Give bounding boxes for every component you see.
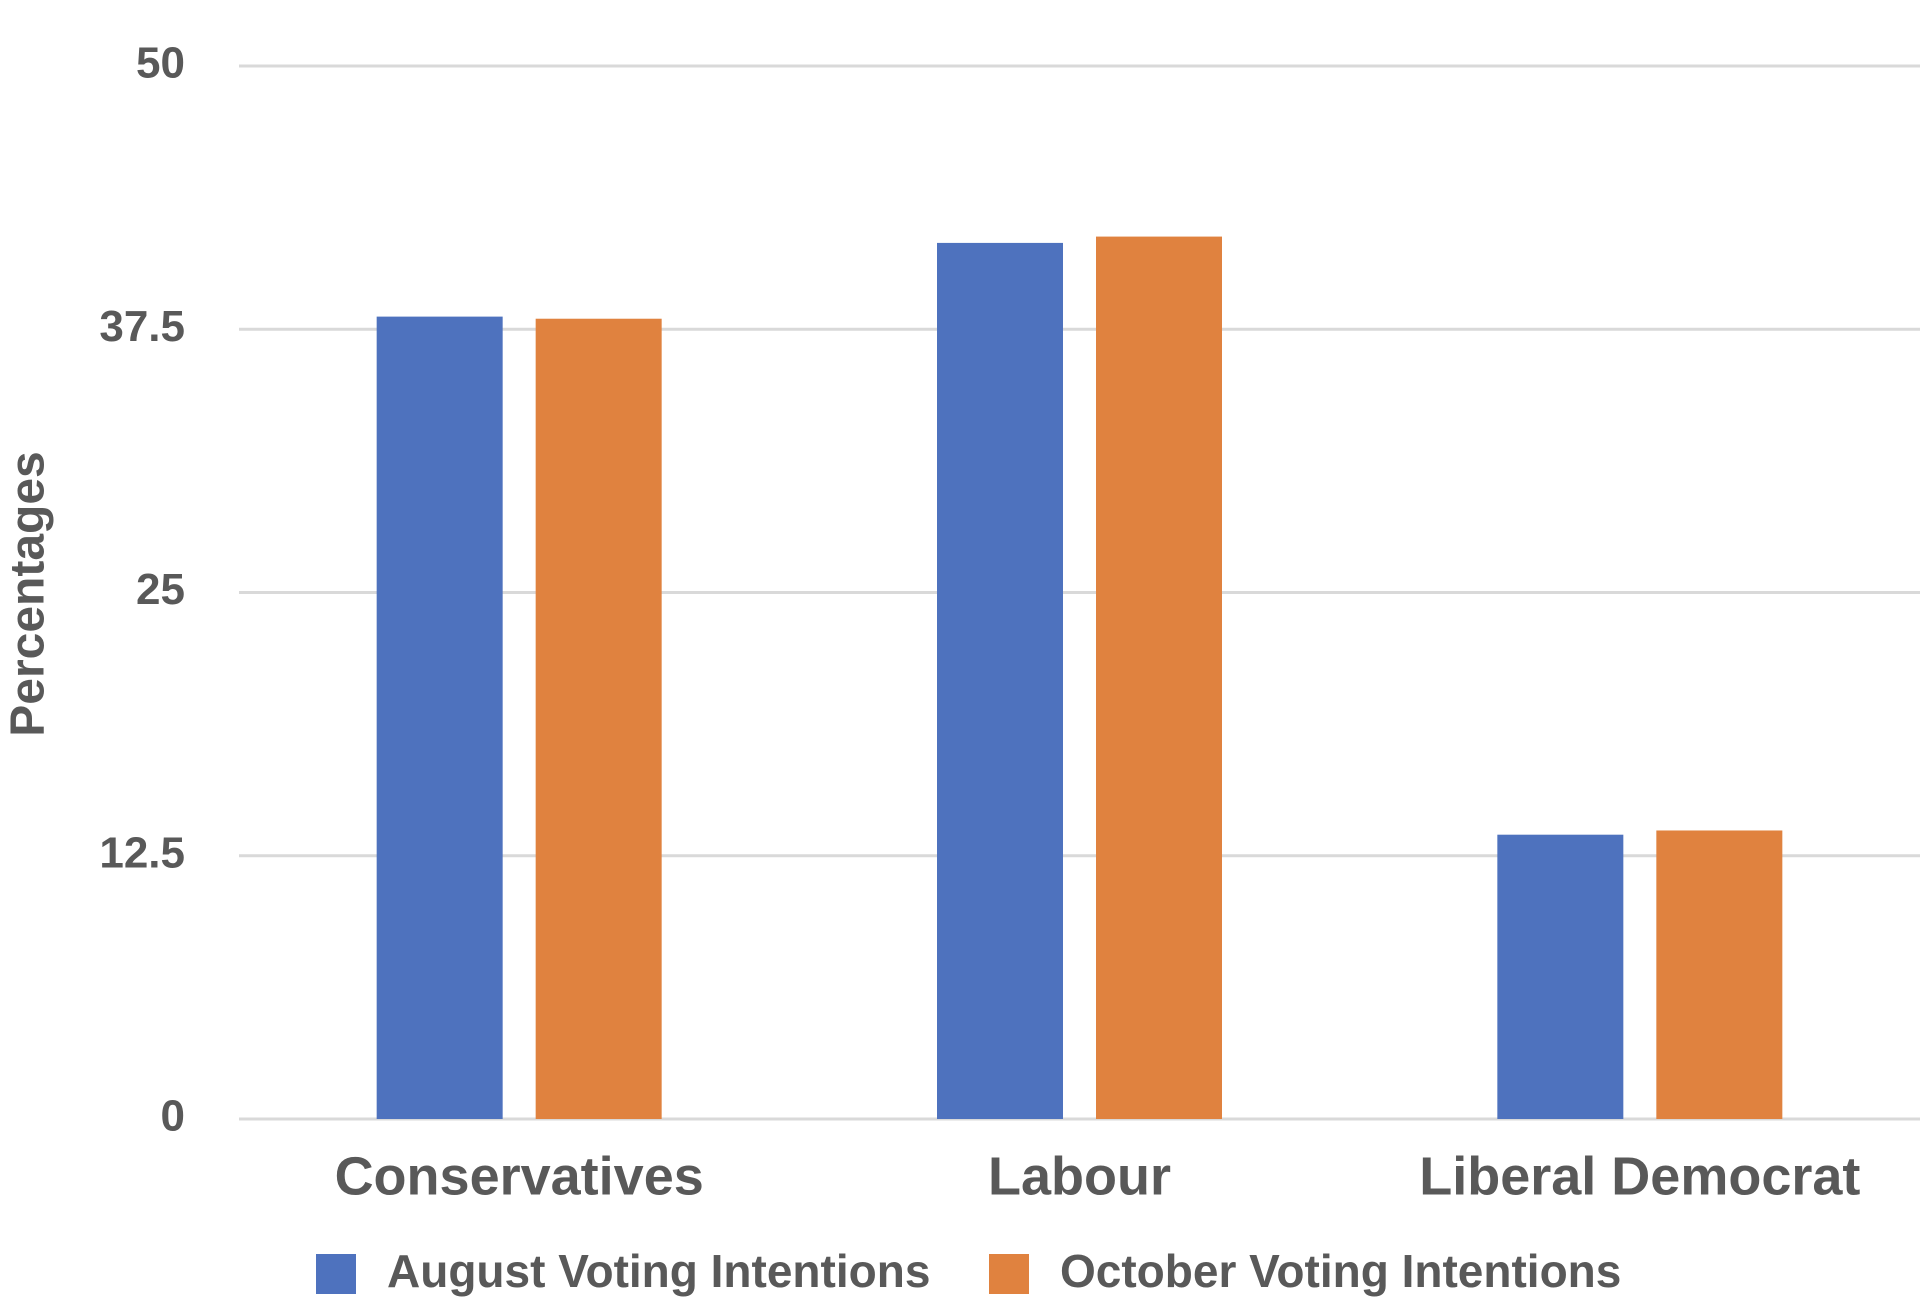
y-axis-label: Percentages (2, 451, 55, 737)
bar (1497, 834, 1624, 1119)
y-tick-label: 12.5 (99, 828, 185, 877)
x-tick-label: Conservatives (335, 1146, 704, 1206)
y-tick-label: 25 (136, 565, 185, 614)
legend-label: August Voting Intentions (387, 1245, 930, 1297)
x-tick-label: Labour (988, 1146, 1171, 1206)
bar (535, 318, 662, 1120)
x-tick-label: Liberal Democrat (1419, 1146, 1860, 1206)
bar (937, 242, 1063, 1120)
legend-label: October Voting Intentions (1060, 1245, 1621, 1297)
legend-swatch (316, 1254, 356, 1294)
bar (1096, 236, 1222, 1119)
bar (1656, 830, 1783, 1119)
y-tick-label: 37.5 (99, 302, 185, 351)
legend-swatch (989, 1254, 1029, 1294)
y-tick-label: 0 (161, 1092, 185, 1141)
bar (376, 316, 503, 1119)
y-tick-label: 50 (136, 39, 185, 88)
